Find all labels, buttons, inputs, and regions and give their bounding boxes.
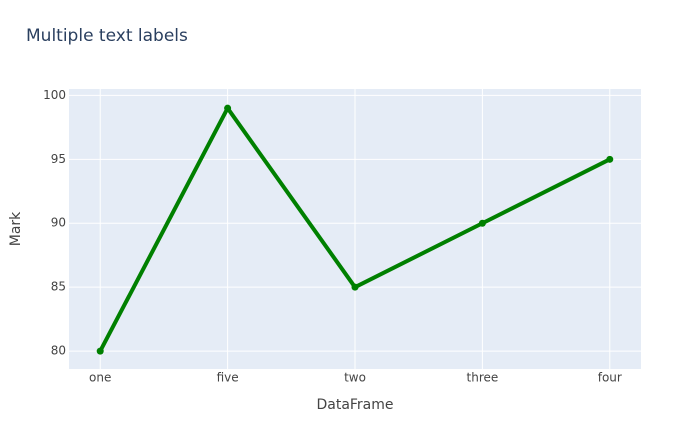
chart-title: Multiple text labels <box>26 26 188 46</box>
x-tick-label: two <box>344 371 366 385</box>
data-point <box>96 347 104 355</box>
y-tick-label: 90 <box>51 216 66 230</box>
data-point <box>224 104 232 112</box>
y-tick-label: 95 <box>51 152 66 166</box>
y-axis-title: Mark <box>8 211 24 246</box>
y-tick-label: 100 <box>43 88 66 102</box>
x-tick-label: three <box>467 371 499 385</box>
data-point <box>606 155 614 163</box>
x-tick-label: one <box>89 371 111 385</box>
x-tick-label: five <box>217 371 239 385</box>
x-tick-label: four <box>598 371 622 385</box>
y-tick-label: 85 <box>51 280 66 294</box>
y-tick-label: 80 <box>51 344 66 358</box>
x-axis-title: DataFrame <box>316 397 393 413</box>
data-point <box>478 219 486 227</box>
data-point <box>351 283 359 291</box>
